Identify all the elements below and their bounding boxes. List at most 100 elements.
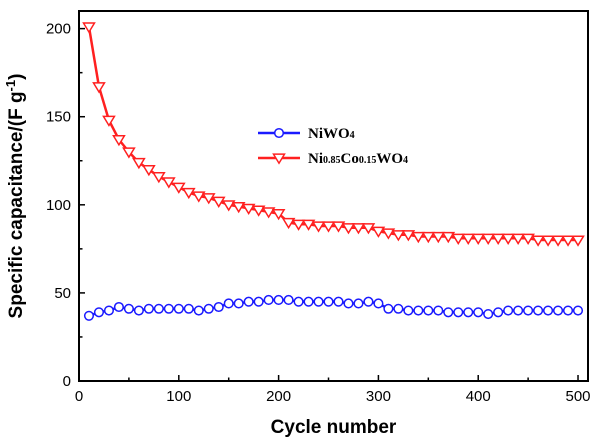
data-point [562, 305, 574, 316]
data-point [223, 298, 234, 309]
data-point [273, 127, 285, 139]
data-point [381, 228, 396, 240]
data-point [572, 305, 584, 316]
data-point [82, 22, 96, 34]
x-tick-label: 300 [366, 388, 391, 405]
series-ni0-85co0-15wo4 [82, 22, 585, 247]
data-point [561, 235, 575, 247]
x-tick-label: 0 [75, 388, 83, 405]
data-point [313, 296, 324, 307]
plot-frame [78, 10, 589, 382]
data-point [533, 305, 544, 316]
series-niwo4 [83, 294, 584, 321]
data-point [551, 235, 565, 247]
x-tick-label: 400 [466, 388, 491, 405]
data-point [263, 294, 274, 306]
data-point [423, 305, 434, 316]
data-point [272, 153, 286, 165]
legend: NiWO4 Ni0.85Co0.15WO4 [258, 126, 408, 167]
data-point [113, 301, 124, 313]
data-point [523, 305, 534, 316]
data-point [142, 164, 156, 177]
data-point [152, 172, 166, 184]
y-tick-label: 0 [63, 373, 71, 390]
data-point [571, 235, 585, 247]
data-point [501, 233, 515, 245]
data-point [473, 307, 484, 318]
data-point [323, 296, 334, 307]
data-point [341, 223, 356, 235]
data-point [363, 296, 374, 307]
data-point [261, 207, 276, 219]
data-point [503, 305, 514, 316]
data-point [343, 298, 354, 309]
y-tick-label: 150 [46, 109, 71, 126]
data-point [171, 182, 186, 194]
data-point [283, 294, 294, 306]
data-point [233, 298, 244, 309]
data-point [173, 303, 184, 314]
data-point [463, 307, 474, 318]
data-point [403, 305, 414, 316]
data-point [221, 200, 236, 212]
y-tick-label: 50 [54, 285, 71, 302]
data-point [231, 201, 246, 214]
data-point [493, 307, 504, 318]
data-point [353, 298, 364, 309]
data-point [163, 303, 174, 314]
y-axis-title-end: ) [6, 74, 27, 80]
data-point [531, 235, 545, 247]
data-point [391, 230, 406, 242]
data-point [123, 303, 134, 314]
data-point [441, 231, 456, 244]
y-axis-title-main: Specific capacitance/(F g [6, 91, 27, 318]
data-point [303, 296, 314, 307]
data-point [181, 187, 196, 200]
data-point [443, 307, 454, 318]
data-point [161, 177, 176, 189]
data-point [143, 303, 154, 314]
data-point [451, 233, 466, 245]
x-tick-label: 200 [266, 388, 291, 405]
series-layer [82, 22, 585, 321]
x-tick-label: 500 [566, 388, 591, 405]
data-point [433, 305, 444, 316]
data-point [102, 115, 116, 127]
data-point [191, 191, 206, 203]
data-point [281, 217, 296, 230]
data-point [421, 231, 436, 244]
data-point [203, 303, 214, 314]
data-point [453, 307, 464, 318]
data-point [491, 233, 506, 245]
data-point [361, 223, 376, 235]
data-point [92, 82, 106, 94]
data-point [511, 233, 525, 245]
data-point [543, 305, 554, 316]
data-point [351, 223, 366, 235]
data-point [461, 233, 476, 245]
data-point [333, 296, 344, 307]
data-point [311, 221, 326, 233]
y-tick-label: 200 [46, 21, 71, 38]
data-point [413, 305, 424, 316]
data-point [132, 157, 146, 170]
data-point [521, 233, 535, 245]
data-point [122, 147, 136, 159]
data-point [271, 209, 286, 221]
x-tick-label: 100 [166, 388, 191, 405]
data-point [553, 305, 564, 316]
data-point [241, 203, 256, 216]
y-axis-title: Specific capacitance/(F g-1) [3, 74, 27, 319]
data-point [401, 230, 416, 242]
legend-label: NiWO4 [308, 126, 355, 142]
data-point [153, 303, 164, 314]
x-axis-title: Cycle number [271, 417, 397, 438]
data-point [201, 193, 216, 205]
data-point [411, 231, 426, 244]
legend-label: Ni0.85Co0.15WO4 [308, 151, 408, 167]
data-point [193, 305, 204, 316]
data-point [253, 296, 264, 307]
axis-ticks: 0 100 200 300 400 500 0 50 100 150 200 [46, 21, 591, 405]
data-point [471, 233, 486, 245]
